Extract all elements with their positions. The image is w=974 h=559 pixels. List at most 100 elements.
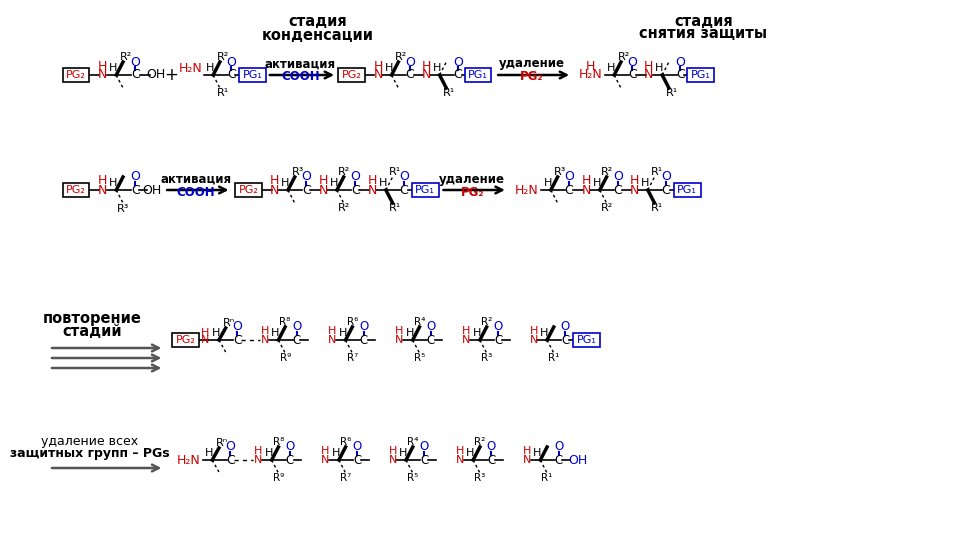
Text: C: C [302, 183, 311, 197]
Text: H: H [328, 326, 336, 336]
Text: R⁶: R⁶ [340, 437, 352, 447]
Text: C: C [565, 183, 574, 197]
Text: R³: R³ [481, 353, 492, 363]
Text: N: N [644, 69, 654, 82]
Text: H₂N: H₂N [176, 453, 200, 467]
Text: PG₁: PG₁ [415, 185, 435, 195]
Text: R¹: R¹ [390, 203, 401, 213]
Text: O: O [351, 170, 360, 183]
Text: C: C [359, 334, 368, 347]
Text: H: H [540, 328, 548, 338]
Text: C: C [131, 183, 140, 197]
Text: C: C [131, 69, 140, 82]
Text: O: O [494, 320, 503, 334]
Text: O: O [487, 440, 496, 453]
Text: N: N [270, 183, 280, 197]
Text: R¹: R¹ [542, 473, 552, 483]
Text: R¹: R¹ [216, 88, 229, 98]
Text: H: H [534, 448, 542, 458]
Text: H: H [641, 178, 649, 188]
Bar [338, 68, 364, 82]
Text: R⁴: R⁴ [414, 317, 425, 327]
Text: H: H [368, 174, 377, 187]
Text: H: H [530, 326, 538, 336]
Text: H: H [109, 178, 118, 188]
Text: H: H [321, 446, 329, 456]
Text: PG₂: PG₂ [461, 186, 484, 198]
Text: H: H [339, 328, 347, 338]
Text: H: H [270, 174, 280, 187]
Text: O: O [420, 440, 429, 453]
Text: R⁹: R⁹ [273, 473, 284, 483]
Text: O: O [227, 55, 237, 69]
Text: стадия: стадия [674, 15, 732, 30]
Text: C: C [233, 334, 242, 347]
Bar [412, 183, 438, 197]
Text: H: H [581, 174, 591, 187]
Text: R¹: R¹ [443, 88, 455, 98]
Text: N: N [530, 335, 538, 345]
Text: O: O [453, 55, 463, 69]
Text: H: H [272, 328, 280, 338]
Text: H: H [109, 63, 118, 73]
Text: C: C [285, 453, 294, 467]
Text: H: H [261, 326, 269, 336]
Text: активация: активация [161, 173, 232, 186]
Text: C: C [351, 183, 359, 197]
Text: O: O [292, 320, 301, 334]
Text: R²: R² [120, 52, 132, 62]
Text: PG₁: PG₁ [243, 70, 262, 80]
Text: O: O [301, 170, 311, 183]
Text: H: H [202, 328, 209, 338]
Text: PG₂: PG₂ [175, 335, 195, 345]
Text: R²: R² [474, 437, 485, 447]
Text: N: N [202, 335, 209, 345]
Text: H: H [265, 448, 273, 458]
Text: PG₁: PG₁ [677, 185, 697, 195]
Text: R¹: R¹ [665, 88, 678, 98]
Text: C: C [420, 453, 429, 467]
Text: C: C [554, 453, 563, 467]
Text: R³: R³ [117, 204, 130, 214]
Text: O: O [661, 170, 671, 183]
Text: R²: R² [600, 167, 613, 177]
Text: H₂N: H₂N [515, 183, 539, 197]
Text: N: N [389, 455, 396, 465]
Text: H: H [644, 59, 654, 73]
Text: O: O [285, 440, 294, 453]
Text: стадия: стадия [288, 15, 347, 30]
Text: R⁸: R⁸ [273, 437, 284, 447]
Bar [573, 333, 600, 347]
Text: N: N [368, 183, 377, 197]
Text: защитных групп – PGs: защитных групп – PGs [10, 448, 169, 461]
Text: C: C [494, 334, 503, 347]
Text: C: C [226, 453, 235, 467]
Text: O: O [405, 55, 415, 69]
Text: H: H [98, 59, 107, 73]
Text: PG₂: PG₂ [66, 185, 86, 195]
Text: O: O [554, 440, 563, 453]
Text: C: C [561, 334, 570, 347]
Text: R⁹: R⁹ [280, 353, 291, 363]
Text: PG₁: PG₁ [577, 335, 596, 345]
Text: R⁶: R⁶ [347, 317, 358, 327]
Text: H: H [656, 63, 663, 73]
Text: +: + [164, 66, 178, 84]
Text: N: N [523, 455, 531, 465]
Text: H: H [395, 326, 403, 336]
Bar [172, 333, 199, 347]
Text: H: H [543, 178, 552, 188]
Text: H: H [373, 59, 383, 73]
Text: R⁵: R⁵ [414, 353, 425, 363]
Text: H: H [98, 174, 107, 187]
Text: H: H [607, 63, 616, 73]
Text: N: N [629, 183, 639, 197]
Text: H: H [206, 63, 214, 73]
Text: Rⁿ: Rⁿ [215, 438, 228, 448]
Text: R³: R³ [291, 167, 304, 177]
Text: удаление: удаление [439, 173, 506, 186]
Text: N: N [254, 455, 262, 465]
Text: H: H [330, 178, 338, 188]
Text: H: H [422, 59, 431, 73]
Text: R⁴: R⁴ [407, 437, 419, 447]
